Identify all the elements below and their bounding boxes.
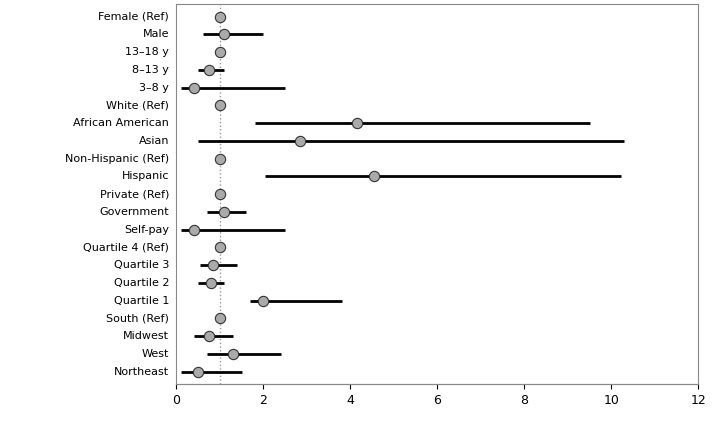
Text: Hispanic: Hispanic xyxy=(122,171,169,181)
Point xyxy=(369,173,380,180)
Text: Quartile 2: Quartile 2 xyxy=(114,278,169,288)
Point xyxy=(205,279,217,286)
Point xyxy=(192,368,204,375)
Text: White (Ref): White (Ref) xyxy=(107,100,169,111)
Point xyxy=(214,49,225,56)
Point xyxy=(351,120,363,127)
Point xyxy=(188,226,199,233)
Point xyxy=(214,13,225,20)
Text: 13–18 y: 13–18 y xyxy=(125,47,169,57)
Text: South (Ref): South (Ref) xyxy=(107,314,169,323)
Text: Quartile 3: Quartile 3 xyxy=(114,260,169,270)
Point xyxy=(258,297,269,304)
Text: Private (Ref): Private (Ref) xyxy=(100,189,169,199)
Point xyxy=(214,315,225,322)
Point xyxy=(294,138,306,144)
Point xyxy=(228,351,239,357)
Text: Female (Ref): Female (Ref) xyxy=(99,12,169,22)
Text: 8–13 y: 8–13 y xyxy=(132,65,169,75)
Point xyxy=(207,262,219,268)
Point xyxy=(214,191,225,197)
Text: Quartile 4 (Ref): Quartile 4 (Ref) xyxy=(84,242,169,252)
Text: Male: Male xyxy=(143,30,169,39)
Text: Asian: Asian xyxy=(139,136,169,146)
Point xyxy=(188,84,199,91)
Text: African American: African American xyxy=(73,118,169,128)
Text: Midwest: Midwest xyxy=(123,331,169,341)
Text: West: West xyxy=(142,349,169,359)
Text: Self-pay: Self-pay xyxy=(124,225,169,235)
Text: 3–8 y: 3–8 y xyxy=(140,83,169,93)
Text: Northeast: Northeast xyxy=(114,367,169,376)
Point xyxy=(218,31,230,38)
Text: Quartile 1: Quartile 1 xyxy=(114,295,169,306)
Point xyxy=(214,244,225,251)
Text: Government: Government xyxy=(99,207,169,217)
Point xyxy=(214,155,225,162)
Point xyxy=(203,333,215,339)
Text: Non-Hispanic (Ref): Non-Hispanic (Ref) xyxy=(65,154,169,164)
Point xyxy=(218,208,230,215)
Point xyxy=(214,102,225,109)
Point xyxy=(203,67,215,73)
